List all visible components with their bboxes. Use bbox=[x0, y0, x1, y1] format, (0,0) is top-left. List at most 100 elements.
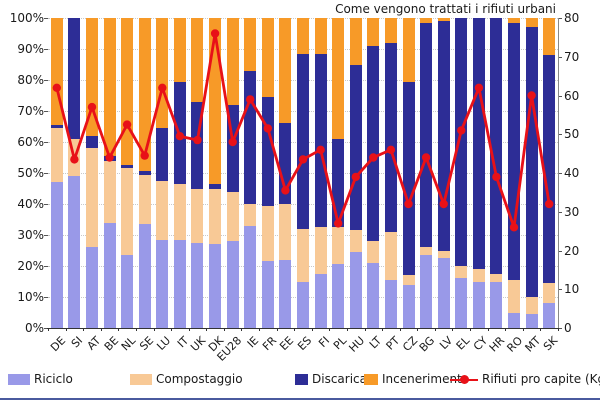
legend-item-discarica: Discarica bbox=[295, 371, 367, 387]
x-axis-tick bbox=[329, 328, 331, 331]
segment-compostaggio-LV bbox=[437, 250, 450, 259]
x-axis-tick bbox=[83, 328, 85, 331]
right-axis-tick-label: 40 bbox=[564, 166, 580, 180]
left-axis-tick-label: 50% bbox=[17, 166, 44, 180]
bar-LU bbox=[156, 18, 169, 328]
x-axis-tick bbox=[135, 328, 137, 331]
bar-MT bbox=[525, 18, 538, 328]
right-axis-tick-label: 10 bbox=[564, 282, 580, 297]
segment-compostaggio-NL bbox=[121, 168, 134, 256]
plot-area bbox=[48, 18, 558, 328]
x-axis-tick bbox=[417, 328, 419, 331]
x-axis-tick bbox=[346, 328, 348, 331]
right-axis-tick bbox=[558, 95, 562, 97]
segment-discarica-UK bbox=[191, 101, 204, 189]
x-axis-tick bbox=[558, 328, 559, 331]
x-axis-tick bbox=[206, 328, 208, 331]
segment-riciclo-FR bbox=[261, 261, 274, 328]
segment-incenerimento-IE bbox=[244, 18, 257, 71]
segment-riciclo-DE bbox=[50, 182, 63, 328]
x-axis-tick bbox=[188, 328, 190, 331]
bar-DE bbox=[50, 18, 63, 328]
segment-compostaggio-AT bbox=[85, 148, 98, 248]
x-axis-tick bbox=[100, 328, 102, 331]
segment-compostaggio-SE bbox=[138, 174, 151, 225]
segment-compostaggio-SI bbox=[68, 138, 81, 177]
segment-incenerimento-NL bbox=[121, 18, 134, 166]
legend-label: Riciclo bbox=[34, 372, 73, 386]
segment-riciclo-FI bbox=[314, 273, 327, 328]
bar-EU28 bbox=[226, 18, 239, 328]
x-axis-tick bbox=[153, 328, 155, 331]
segment-discarica-BG bbox=[420, 22, 433, 248]
legend-label: Rifiuti pro capite (Kg) bbox=[482, 372, 600, 386]
segment-compostaggio-ES bbox=[297, 228, 309, 282]
bar-NL bbox=[121, 18, 134, 328]
bar-LT bbox=[367, 18, 380, 328]
right-axis-tick-label: 30 bbox=[564, 204, 580, 219]
bar-UK bbox=[191, 18, 204, 328]
left-axis-tick-label: 40% bbox=[17, 197, 44, 211]
segment-riciclo-BE bbox=[103, 222, 116, 328]
right-axis-tick-label: 20 bbox=[564, 243, 580, 258]
bar-EL bbox=[455, 18, 468, 328]
segment-compostaggio-EU28 bbox=[226, 191, 239, 242]
left-axis-tick bbox=[44, 297, 48, 298]
left-axis-tick bbox=[44, 266, 48, 267]
segment-incenerimento-BE bbox=[103, 18, 116, 156]
left-axis-tick-label: 100% bbox=[9, 11, 44, 25]
segment-discarica-LT bbox=[367, 45, 380, 242]
x-axis-tick bbox=[487, 328, 489, 331]
segment-riciclo-EU28 bbox=[226, 241, 239, 328]
x-axis-tick bbox=[540, 328, 542, 331]
segment-incenerimento-DE bbox=[50, 18, 63, 125]
segment-discarica-NL bbox=[121, 165, 134, 169]
segment-incenerimento-LT bbox=[367, 18, 380, 46]
left-axis-tick-label: 30% bbox=[17, 228, 44, 242]
bar-BG bbox=[420, 18, 433, 328]
bar-BE bbox=[103, 18, 116, 328]
segment-riciclo-LU bbox=[156, 239, 169, 328]
compostaggio-swatch-icon bbox=[130, 373, 152, 385]
right-axis-tick-label: 50 bbox=[564, 127, 580, 142]
segment-discarica-EL bbox=[455, 18, 468, 266]
segment-discarica-FI bbox=[314, 53, 327, 228]
x-axis-tick bbox=[223, 328, 225, 331]
left-axis-tick-label: 10% bbox=[17, 290, 44, 304]
x-axis-tick bbox=[276, 328, 278, 331]
right-axis-tick-label: 70 bbox=[564, 49, 580, 64]
x-axis-tick bbox=[522, 328, 524, 331]
bottom-border-line bbox=[0, 398, 600, 400]
bar-SK bbox=[543, 18, 556, 328]
right-axis-tick bbox=[558, 250, 562, 252]
segment-riciclo-EL bbox=[455, 278, 468, 328]
left-axis-tick-label: 60% bbox=[17, 135, 44, 149]
segment-compostaggio-UK bbox=[191, 188, 204, 243]
legend-item-pro-capite: Rifiuti pro capite (Kg) bbox=[450, 371, 600, 387]
bar-HU bbox=[349, 18, 362, 328]
left-axis-tick bbox=[44, 80, 48, 81]
legend-item-compostaggio: Compostaggio bbox=[130, 371, 243, 387]
segment-discarica-HR bbox=[490, 18, 503, 274]
line-marker-icon bbox=[450, 374, 478, 385]
segment-discarica-CY bbox=[472, 18, 485, 270]
legend-label: Discarica bbox=[312, 372, 367, 386]
bar-HR bbox=[490, 18, 503, 328]
segment-incenerimento-EE bbox=[279, 18, 292, 124]
segment-riciclo-BG bbox=[420, 255, 433, 328]
x-axis-tick bbox=[505, 328, 507, 331]
chart-title: Come vengono trattati i rifiuti urbani bbox=[335, 2, 556, 16]
right-axis-line bbox=[558, 18, 559, 329]
segment-discarica-AT bbox=[85, 135, 98, 149]
segment-compostaggio-BG bbox=[420, 247, 433, 256]
segment-incenerimento-FI bbox=[314, 18, 327, 54]
x-axis-tick bbox=[48, 328, 49, 331]
x-axis-tick bbox=[364, 328, 366, 331]
bar-PL bbox=[332, 18, 345, 328]
right-axis-tick-label: 60 bbox=[564, 88, 580, 103]
legend-label: Compostaggio bbox=[156, 372, 243, 386]
left-axis-tick bbox=[44, 111, 48, 112]
bar-IE bbox=[244, 18, 257, 328]
bar-LV bbox=[437, 18, 450, 328]
